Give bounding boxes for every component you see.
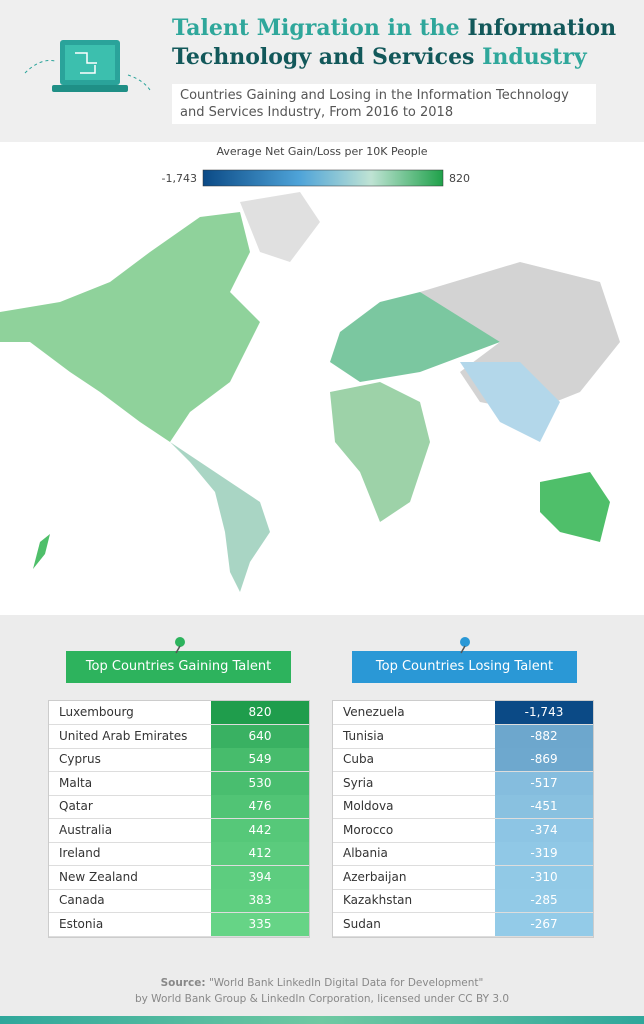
country: Malta: [59, 775, 93, 790]
title: Talent Migration in the Information Tech…: [172, 14, 632, 72]
country: Luxembourg: [59, 705, 134, 719]
source: Source: "World Bank LinkedIn Digital Dat…: [0, 975, 644, 1007]
value-cell: 549: [211, 748, 309, 771]
title-part: Industry: [482, 44, 587, 70]
table-row: Sudan -267: [333, 912, 593, 937]
value-cell: 412: [211, 842, 309, 865]
country: Cuba: [343, 752, 374, 766]
title-part: Information Technology and Services: [172, 15, 617, 70]
value-cell: 476: [211, 795, 309, 818]
source-title: "World Bank LinkedIn Digital Data for De…: [208, 977, 484, 989]
land: [0, 192, 620, 592]
country: Venezuela: [343, 705, 405, 719]
pin-icon: [460, 637, 470, 654]
legend-max: 820: [449, 172, 470, 185]
value-cell: 820: [211, 701, 309, 724]
country: Kazakhstan: [343, 893, 413, 907]
table-row: Venezuela -1,743: [333, 701, 593, 725]
value-cell: 383: [211, 889, 309, 912]
value-cell: -869: [495, 748, 593, 771]
table-row: Australia 442: [49, 818, 309, 843]
country: Tunisia: [343, 728, 384, 743]
country: New Zealand: [59, 869, 138, 884]
table-row: Morocco -374: [333, 818, 593, 843]
table-row: New Zealand 394: [49, 865, 309, 890]
value-cell: -517: [495, 771, 593, 795]
value-cell: -451: [495, 795, 593, 818]
table: Luxembourg 820 United Arab Emirates 640 Cypr…: [48, 700, 310, 938]
map: Average Net Gain/Loss per 10K People -1,…: [0, 145, 620, 592]
subtitle: Countries Gaining and Losing in the Info…: [172, 84, 596, 124]
value-cell: 640: [211, 724, 309, 748]
country: Estonia: [59, 916, 104, 931]
table-row: Luxembourg 820: [49, 701, 309, 725]
country: Azerbaijan: [343, 869, 407, 884]
country: Qatar: [59, 799, 93, 813]
table-row: United Arab Emirates 640: [49, 724, 309, 749]
value-cell: 530: [211, 771, 309, 795]
table-row: Ireland 412: [49, 842, 309, 866]
legend-title: Average Net Gain/Loss per 10K People: [216, 145, 427, 158]
country: Moldova: [343, 799, 394, 813]
table-row: Estonia 335: [49, 912, 309, 937]
country: Canada: [59, 893, 105, 907]
value-cell: -1,743: [495, 701, 593, 724]
table-row: Malta 530: [49, 771, 309, 796]
laptop-icon: [24, 40, 151, 92]
pin-icon: [175, 637, 185, 654]
country: Morocco: [343, 822, 394, 837]
value-cell: -310: [495, 865, 593, 889]
country: Syria: [343, 775, 374, 790]
value-cell: -882: [495, 724, 593, 748]
country: United Arab Emirates: [59, 728, 188, 743]
footer-strip: [0, 1016, 644, 1024]
table: Venezuela -1,743 Tunisia -882 Cuba -869 Syria -…: [332, 700, 594, 938]
value-cell: -319: [495, 842, 593, 865]
table-title: Top Countries Losing Talent: [352, 651, 577, 683]
table-row: Cuba -869: [333, 748, 593, 772]
value-cell: 335: [211, 912, 309, 936]
country: Albania: [343, 846, 388, 860]
value-cell: 394: [211, 865, 309, 889]
value-cell: -374: [495, 818, 593, 842]
table-row: Azerbaijan -310: [333, 865, 593, 890]
source-label: Source:: [160, 977, 206, 989]
country: Sudan: [343, 916, 381, 931]
table-row: Canada 383: [49, 889, 309, 913]
country: Cyprus: [59, 752, 101, 766]
country: Australia: [59, 822, 113, 837]
table-row: Tunisia -882: [333, 724, 593, 749]
table-row: Moldova -451: [333, 795, 593, 819]
table-row: Syria -517: [333, 771, 593, 796]
title-part: Talent Migration in the: [172, 15, 460, 41]
table-row: Qatar 476: [49, 795, 309, 819]
legend-min: -1,743: [162, 172, 197, 185]
country: Ireland: [59, 846, 101, 860]
table-row: Kazakhstan -285: [333, 889, 593, 913]
legend-bar: [202, 169, 444, 187]
header: Talent Migration in the Information Tech…: [0, 0, 644, 142]
value-cell: -267: [495, 912, 593, 936]
table-row: Cyprus 549: [49, 748, 309, 772]
source-credit: by World Bank Group & LinkedIn Corporati…: [134, 993, 510, 1005]
table-row: Albania -319: [333, 842, 593, 866]
table-title: Top Countries Gaining Talent: [66, 651, 291, 683]
value-cell: -285: [495, 889, 593, 912]
value-cell: 442: [211, 818, 309, 842]
